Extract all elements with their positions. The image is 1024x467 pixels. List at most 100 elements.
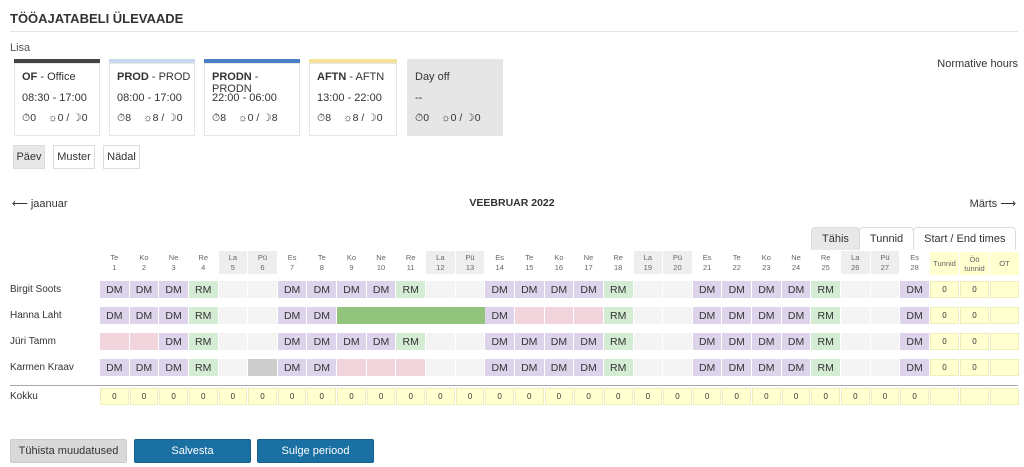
schedule-cell[interactable]	[337, 359, 366, 376]
schedule-cell[interactable]: DM	[485, 307, 514, 324]
schedule-cell[interactable]: DM	[574, 281, 603, 298]
tab-start-end-times[interactable]: Start / End times	[913, 227, 1017, 250]
schedule-cell[interactable]	[248, 281, 277, 298]
schedule-cell[interactable]: RM	[188, 333, 218, 350]
schedule-cell[interactable]	[455, 359, 485, 376]
schedule-cell[interactable]: DM	[514, 281, 544, 298]
shift-card-day-off[interactable]: Day off -- ⏱0 ☼0 / ☽0	[407, 59, 503, 136]
schedule-cell[interactable]	[248, 359, 277, 376]
schedule-cell[interactable]: DM	[307, 359, 337, 376]
schedule-cell[interactable]	[544, 307, 574, 324]
schedule-cell[interactable]: DM	[485, 333, 514, 350]
schedule-cell[interactable]	[218, 281, 248, 298]
schedule-cell[interactable]: RM	[811, 307, 840, 324]
schedule-cell[interactable]: RM	[603, 333, 633, 350]
schedule-cell[interactable]: RM	[603, 281, 633, 298]
schedule-cell[interactable]: DM	[277, 307, 307, 324]
next-month-link[interactable]: Märts ⟶	[970, 197, 1016, 210]
schedule-cell[interactable]: DM	[159, 359, 188, 376]
discard-changes-button[interactable]: Tühista muudatused	[10, 439, 127, 463]
schedule-cell[interactable]: RM	[603, 307, 633, 324]
schedule-cell[interactable]	[663, 359, 692, 376]
schedule-cell[interactable]	[218, 307, 248, 324]
schedule-cell[interactable]: DM	[129, 281, 159, 298]
schedule-cell[interactable]: DM	[752, 281, 781, 298]
shift-card-prod[interactable]: PROD - PROD 08:00 - 17:00 ⏱8 ☼8 / ☽0	[109, 59, 195, 136]
schedule-cell[interactable]: RM	[188, 281, 218, 298]
schedule-cell[interactable]: DM	[514, 333, 544, 350]
schedule-cell[interactable]	[426, 281, 455, 298]
schedule-cell[interactable]: DM	[277, 281, 307, 298]
schedule-cell[interactable]: DM	[722, 281, 752, 298]
schedule-cell[interactable]	[841, 359, 870, 376]
schedule-cell[interactable]	[455, 307, 486, 324]
schedule-cell[interactable]	[870, 307, 900, 324]
schedule-cell[interactable]: RM	[188, 359, 218, 376]
schedule-cell[interactable]: DM	[692, 307, 722, 324]
schedule-cell[interactable]: DM	[544, 359, 574, 376]
schedule-cell[interactable]: DM	[574, 333, 603, 350]
schedule-cell[interactable]: RM	[811, 359, 840, 376]
schedule-cell[interactable]: DM	[544, 281, 574, 298]
schedule-cell[interactable]: DM	[752, 307, 781, 324]
schedule-cell[interactable]	[426, 333, 455, 350]
schedule-cell[interactable]	[455, 333, 485, 350]
schedule-cell[interactable]	[396, 307, 427, 324]
schedule-cell[interactable]: DM	[366, 281, 396, 298]
schedule-cell[interactable]: RM	[396, 281, 426, 298]
schedule-cell[interactable]: DM	[692, 359, 722, 376]
schedule-cell[interactable]: DM	[159, 307, 188, 324]
schedule-cell[interactable]: DM	[692, 281, 722, 298]
schedule-cell[interactable]: DM	[100, 359, 129, 376]
schedule-cell[interactable]	[841, 281, 870, 298]
tab-symbol[interactable]: Tähis	[811, 227, 860, 250]
schedule-cell[interactable]: RM	[188, 307, 218, 324]
schedule-cell[interactable]: DM	[781, 359, 811, 376]
schedule-cell[interactable]	[366, 359, 396, 376]
schedule-cell[interactable]: DM	[307, 307, 337, 324]
schedule-cell[interactable]: DM	[277, 333, 307, 350]
schedule-cell[interactable]	[663, 333, 692, 350]
schedule-cell[interactable]: DM	[514, 359, 544, 376]
schedule-cell[interactable]	[663, 281, 692, 298]
schedule-cell[interactable]: RM	[396, 333, 426, 350]
schedule-cell[interactable]	[663, 307, 692, 324]
schedule-cell[interactable]	[633, 333, 663, 350]
schedule-cell[interactable]	[396, 359, 426, 376]
schedule-cell[interactable]: DM	[900, 307, 929, 324]
schedule-cell[interactable]: DM	[337, 281, 366, 298]
schedule-cell[interactable]	[841, 307, 870, 324]
schedule-cell[interactable]	[455, 281, 485, 298]
schedule-cell[interactable]: DM	[129, 307, 159, 324]
schedule-cell[interactable]	[426, 359, 455, 376]
schedule-cell[interactable]	[218, 333, 248, 350]
schedule-cell[interactable]	[426, 307, 456, 324]
schedule-cell[interactable]: DM	[752, 359, 781, 376]
schedule-cell[interactable]	[574, 307, 603, 324]
schedule-cell[interactable]: DM	[900, 281, 929, 298]
schedule-cell[interactable]	[514, 307, 544, 324]
schedule-cell[interactable]	[870, 333, 900, 350]
schedule-cell[interactable]: DM	[692, 333, 722, 350]
schedule-cell[interactable]: DM	[752, 333, 781, 350]
schedule-cell[interactable]: DM	[307, 333, 337, 350]
shift-card-prodn[interactable]: PRODN - PRODN 22:00 - 06:00 ⏱8 ☼0 / ☽8	[204, 59, 300, 136]
view-pattern-button[interactable]: Muster	[53, 145, 95, 169]
schedule-cell[interactable]	[633, 359, 663, 376]
schedule-cell[interactable]	[870, 359, 900, 376]
schedule-cell[interactable]: DM	[129, 359, 159, 376]
shift-card-of[interactable]: OF - Office 08:30 - 17:00 ⏱0 ☼0 / ☽0	[14, 59, 100, 136]
schedule-cell[interactable]: DM	[485, 359, 514, 376]
schedule-cell[interactable]: DM	[900, 333, 929, 350]
tab-hours[interactable]: Tunnid	[858, 227, 915, 250]
view-week-button[interactable]: Nädal	[103, 145, 140, 169]
schedule-cell[interactable]: RM	[603, 359, 633, 376]
schedule-cell[interactable]: DM	[307, 281, 337, 298]
schedule-cell[interactable]	[100, 333, 129, 350]
schedule-cell[interactable]	[129, 333, 159, 350]
schedule-cell[interactable]: DM	[544, 333, 574, 350]
schedule-cell[interactable]	[248, 307, 277, 324]
schedule-cell[interactable]: DM	[781, 333, 811, 350]
shift-card-aftn[interactable]: AFTN - AFTN 13:00 - 22:00 ⏱8 ☼8 / ☽0	[309, 59, 397, 136]
schedule-cell[interactable]	[841, 333, 870, 350]
